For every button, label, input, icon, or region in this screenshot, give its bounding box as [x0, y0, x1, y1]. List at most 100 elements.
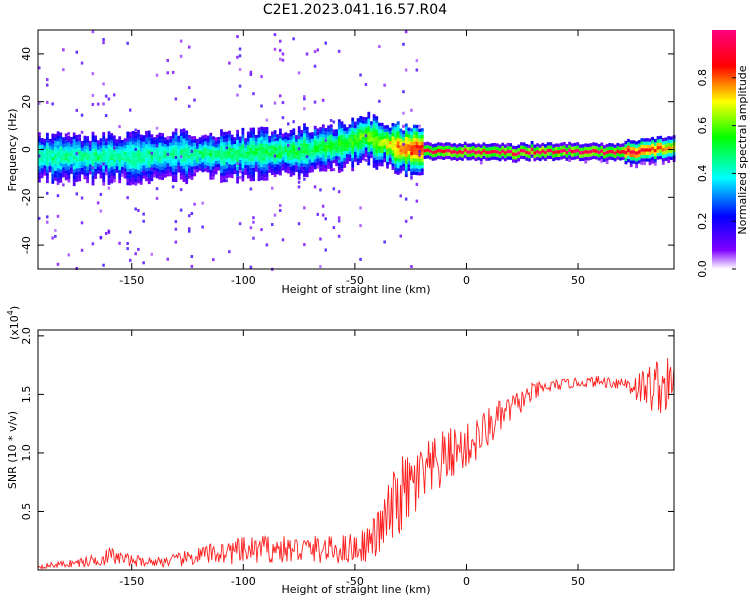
- spectrogram-cell: [252, 154, 255, 158]
- spectrogram-cell: [171, 165, 175, 169]
- spectrogram-cell: [544, 157, 547, 161]
- spectrogram-cell: [367, 118, 371, 122]
- spectrogram-speckle: [281, 101, 285, 105]
- spectrogram-cell: [530, 141, 534, 145]
- spectrogram-cell: [249, 171, 253, 175]
- spectrogram-cell: [327, 138, 330, 143]
- spectrogram-cell: [560, 142, 563, 147]
- spectrogram-cell: [613, 154, 617, 159]
- spectrogram-speckle: [404, 219, 408, 223]
- spectrogram-cell: [123, 168, 127, 172]
- spectrogram-cell: [204, 151, 207, 155]
- spectrogram-cell: [51, 136, 55, 141]
- spectrogram-cell: [217, 160, 221, 164]
- spectrogram-cell: [70, 140, 73, 144]
- spectrogram-cell: [228, 150, 231, 155]
- spectrogram-cell: [396, 124, 400, 128]
- spectrogram-speckle: [102, 41, 105, 45]
- spectrogram-cell: [670, 146, 673, 150]
- spectrogram-cell: [212, 146, 215, 150]
- spectrogram-cell: [249, 137, 253, 142]
- spectrogram-cell: [616, 149, 620, 153]
- spectrogram-cell: [260, 129, 264, 134]
- spectrogram-cell: [289, 153, 293, 157]
- spectrogram-speckle: [171, 185, 175, 189]
- spectrogram-cell: [262, 127, 266, 131]
- spectrogram-speckle: [46, 83, 49, 87]
- spectrogram-cell: [605, 153, 609, 158]
- spectrogram-cell: [257, 134, 261, 138]
- spectrogram-cell: [257, 174, 261, 178]
- spectrogram-speckle: [80, 61, 84, 65]
- spectrogram-cell: [351, 124, 355, 128]
- spectrogram-cell: [297, 132, 301, 137]
- spectrogram-cell: [228, 140, 231, 145]
- spectrogram-cell: [348, 141, 352, 145]
- spectrogram-speckle: [321, 213, 325, 217]
- spectrogram-cell: [110, 173, 114, 177]
- spectrogram-cell: [653, 148, 657, 153]
- spectrogram-y-tick-label: -20: [20, 188, 33, 206]
- spectrogram-cell: [619, 153, 622, 158]
- spectrogram-cell: [40, 138, 44, 142]
- spectrogram-cell: [96, 153, 100, 157]
- spectrogram-cell: [552, 144, 555, 148]
- spectrogram-cell: [308, 152, 312, 157]
- spectrogram-cell: [370, 121, 373, 125]
- spectrogram-cell: [59, 162, 63, 166]
- spectrogram-cell: [75, 161, 79, 166]
- spectrogram-cell: [104, 141, 108, 146]
- spectrogram-cell: [241, 164, 245, 169]
- spectrogram-cell: [538, 147, 542, 152]
- spectrogram-cell: [570, 146, 574, 150]
- spectrogram-cell: [340, 161, 344, 165]
- spectrogram-cell: [56, 138, 60, 142]
- spectrogram-cell: [367, 151, 371, 156]
- spectrogram-cell: [597, 150, 601, 154]
- spectrogram-cell: [627, 138, 630, 143]
- spectrogram-cell: [134, 182, 138, 186]
- spectrogram-cell: [257, 147, 261, 151]
- spectrogram-cell: [670, 149, 673, 154]
- spectrogram-cell: [43, 162, 47, 166]
- colorbar-tick-label: 0.0: [696, 260, 709, 278]
- spectrogram-cell: [38, 169, 41, 173]
- spectrogram-cell: [471, 145, 475, 150]
- spectrogram-cell: [332, 159, 336, 164]
- spectrogram-cell: [378, 122, 381, 127]
- spectrogram-cell: [568, 148, 571, 152]
- spectrogram-cell: [386, 158, 389, 162]
- spectrogram-cell: [375, 126, 379, 130]
- spectrogram-cell: [260, 160, 264, 164]
- spectrogram-cell: [94, 162, 97, 166]
- spectrogram-cell: [48, 142, 52, 146]
- spectrogram-cell: [292, 141, 296, 146]
- spectrogram-cell: [230, 141, 234, 145]
- spectrogram-cell: [541, 156, 545, 160]
- spectrogram-cell: [386, 125, 389, 129]
- spectrogram-cell: [62, 157, 65, 161]
- spectrogram-cell: [383, 128, 387, 132]
- spectrogram-cell: [185, 153, 189, 158]
- spectrogram-cell: [233, 170, 237, 175]
- spectrogram-speckle: [179, 188, 183, 192]
- spectrogram-speckle: [364, 134, 368, 138]
- spectrogram-cell: [177, 169, 181, 173]
- spectrogram-cell: [313, 132, 317, 136]
- spectrogram-cell: [407, 140, 411, 145]
- spectrogram-cell: [319, 163, 322, 168]
- spectrogram-cell: [600, 155, 604, 160]
- spectrogram-cell: [188, 151, 191, 156]
- spectrogram-y-tick-label: 40: [20, 47, 33, 61]
- spectrogram-cell: [453, 153, 456, 157]
- spectrogram-cell: [370, 141, 373, 145]
- spectrogram-cell: [292, 158, 296, 162]
- spectrogram-cell: [212, 169, 215, 174]
- spectrogram-cell: [664, 140, 668, 145]
- spectrogram-cell: [150, 161, 154, 165]
- spectrogram-cell: [313, 159, 317, 163]
- spectrogram-cell: [316, 131, 320, 136]
- spectrogram-cell: [54, 177, 57, 181]
- spectrogram-cell: [147, 150, 151, 154]
- spectrogram-cell: [171, 171, 175, 176]
